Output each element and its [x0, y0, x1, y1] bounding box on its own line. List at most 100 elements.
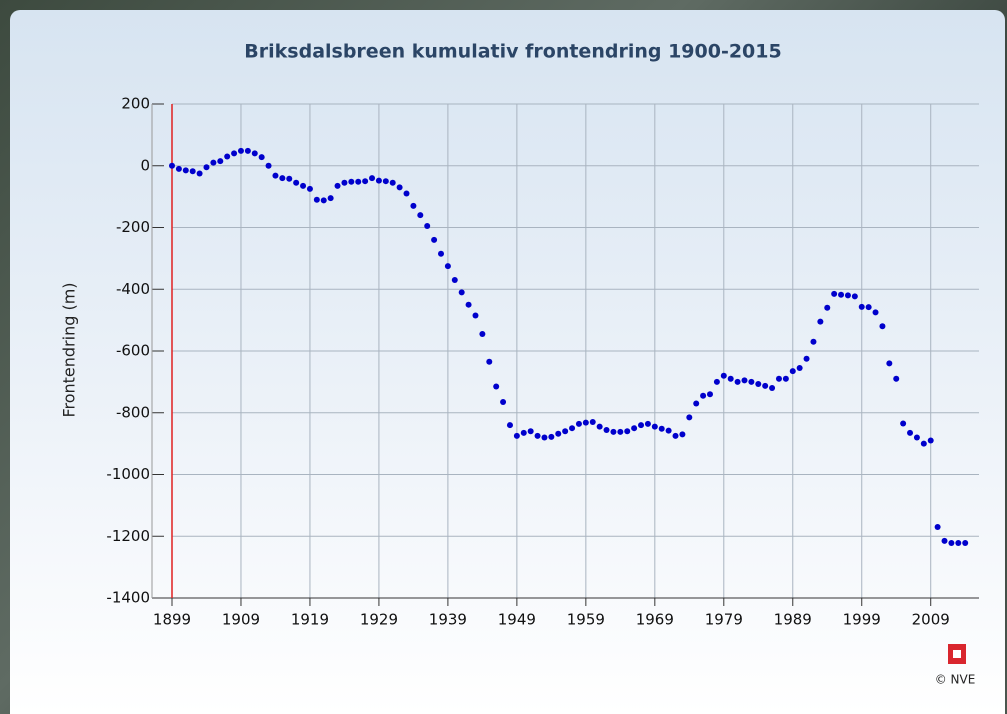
x-tick-label: 1959	[567, 611, 605, 629]
data-point	[244, 147, 251, 154]
data-point	[720, 372, 727, 379]
data-point	[631, 425, 638, 432]
data-point	[651, 423, 658, 430]
x-tick-label: 1919	[291, 611, 329, 629]
data-point	[210, 159, 217, 166]
data-point	[438, 250, 444, 257]
x-tick-label: 1989	[774, 611, 812, 629]
data-point	[569, 425, 576, 432]
data-point	[169, 162, 175, 169]
data-point	[417, 212, 424, 219]
data-point	[306, 185, 313, 192]
data-point	[644, 420, 651, 427]
data-point	[541, 434, 548, 441]
data-point	[624, 428, 631, 435]
logo-detail	[953, 650, 961, 658]
data-point	[672, 432, 679, 439]
data-point	[355, 178, 362, 185]
data-point	[272, 172, 279, 179]
chart-title: Briksdalsbreen kumulativ frontendring 19…	[244, 41, 781, 63]
data-point	[231, 150, 238, 157]
data-point	[424, 222, 431, 229]
data-point	[334, 182, 341, 189]
data-point	[520, 429, 527, 436]
data-point	[638, 422, 645, 429]
data-point	[562, 428, 569, 435]
data-point	[831, 290, 838, 297]
data-point	[796, 364, 803, 371]
data-point	[575, 420, 582, 427]
data-point	[369, 175, 376, 182]
credit: © NVE	[935, 673, 976, 687]
data-point	[548, 433, 555, 440]
x-tick-label: 1899	[153, 611, 191, 629]
data-point	[175, 165, 182, 172]
data-point	[486, 358, 493, 365]
data-point	[279, 175, 286, 182]
data-point	[375, 177, 382, 184]
data-point	[686, 414, 693, 421]
data-point	[713, 378, 720, 385]
data-point	[582, 419, 589, 426]
data-point	[589, 419, 596, 426]
y-tick-label: -800	[116, 403, 150, 421]
nve-logo	[948, 644, 966, 664]
data-point	[493, 383, 500, 390]
data-point	[913, 434, 920, 441]
data-point	[286, 175, 293, 182]
data-point	[458, 289, 465, 296]
data-point	[403, 190, 410, 197]
data-point	[803, 355, 810, 362]
data-point	[865, 304, 872, 311]
data-point	[603, 427, 610, 434]
data-point	[920, 440, 927, 447]
y-tick-label: 200	[121, 95, 150, 113]
data-point	[907, 429, 914, 436]
data-point	[617, 428, 624, 435]
data-point	[934, 523, 941, 530]
data-point	[265, 162, 272, 169]
data-point	[224, 153, 231, 160]
data-point	[362, 178, 369, 185]
data-point	[348, 178, 355, 185]
data-point	[451, 276, 458, 283]
data-point	[886, 360, 893, 367]
y-tick-label: -1400	[106, 589, 150, 607]
data-point	[431, 236, 438, 243]
x-tick-label: 1949	[498, 611, 536, 629]
y-tick-label: -400	[116, 280, 150, 298]
data-point	[300, 182, 307, 189]
data-point	[513, 432, 520, 439]
data-point	[900, 420, 907, 427]
data-point	[658, 425, 665, 432]
data-point	[410, 202, 417, 209]
data-point	[858, 303, 865, 310]
data-point	[775, 375, 782, 382]
data-point	[382, 178, 389, 185]
data-point	[769, 385, 776, 392]
data-point	[327, 195, 334, 202]
data-point	[817, 318, 824, 325]
data-point	[465, 301, 472, 308]
data-point	[596, 423, 603, 430]
data-point	[258, 154, 265, 161]
data-point	[479, 331, 486, 338]
data-point	[844, 292, 851, 299]
y-tick-label: -1200	[106, 527, 150, 545]
x-tick-label: 1909	[222, 611, 260, 629]
data-point	[555, 430, 562, 437]
data-point	[941, 537, 948, 544]
x-tick-label: 1999	[843, 611, 881, 629]
data-point	[182, 167, 189, 174]
data-point	[679, 431, 686, 438]
data-point	[189, 168, 196, 175]
data-point	[196, 170, 203, 177]
data-point	[948, 540, 955, 547]
data-point	[782, 375, 789, 382]
x-tick-label: 1939	[429, 611, 467, 629]
data-point	[527, 428, 534, 435]
data-point	[789, 368, 796, 375]
data-point	[927, 437, 934, 444]
data-point	[755, 381, 762, 388]
